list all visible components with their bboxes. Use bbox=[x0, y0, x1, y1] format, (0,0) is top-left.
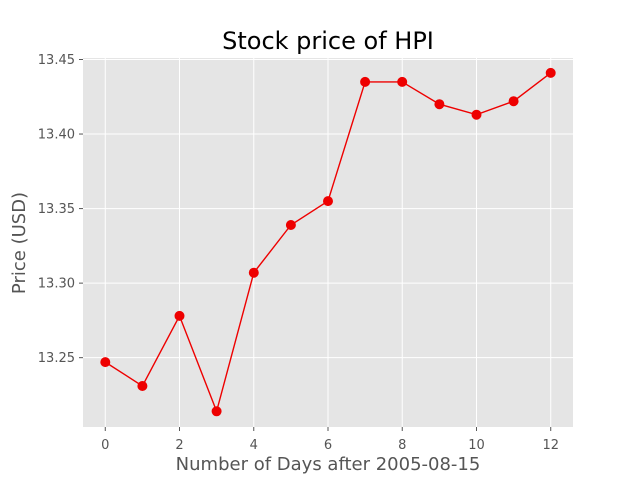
tick-labels: 0 2 4 6 8 10 12 13.25 13.30 13.35 13.40 13.45 bbox=[38, 53, 559, 453]
data-point bbox=[211, 406, 222, 417]
data-point bbox=[137, 381, 148, 391]
data-point bbox=[360, 76, 371, 87]
data-point bbox=[248, 267, 259, 278]
y-tick-label: 13.35 bbox=[38, 202, 75, 217]
grid-lines bbox=[83, 58, 573, 427]
x-tick-label: 6 bbox=[324, 438, 332, 453]
x-tick-label: 2 bbox=[175, 438, 183, 453]
x-tick-label: 4 bbox=[250, 438, 258, 453]
x-axis-label: Number of Days after 2005-08-15 bbox=[176, 454, 481, 475]
data-point bbox=[434, 99, 445, 110]
data-series bbox=[100, 67, 556, 417]
y-tick-label: 13.45 bbox=[38, 53, 75, 68]
y-tick-label: 13.30 bbox=[38, 277, 75, 292]
data-point bbox=[397, 76, 408, 87]
data-point bbox=[323, 196, 333, 207]
x-tick-label: 8 bbox=[398, 438, 406, 453]
data-point bbox=[100, 357, 111, 368]
y-tick-label: 13.25 bbox=[38, 351, 75, 366]
chart-title: Stock price of HPI bbox=[222, 27, 434, 55]
x-tick-label: 10 bbox=[468, 438, 485, 453]
y-axis-label: Price (USD) bbox=[9, 192, 30, 294]
data-point bbox=[174, 310, 185, 321]
y-tick-label: 13.40 bbox=[38, 128, 75, 143]
x-tick-label: 0 bbox=[101, 438, 109, 453]
x-tick-label: 12 bbox=[542, 438, 559, 453]
data-point bbox=[471, 109, 482, 120]
data-point bbox=[285, 220, 296, 230]
data-point bbox=[545, 67, 556, 78]
data-point bbox=[508, 96, 519, 107]
